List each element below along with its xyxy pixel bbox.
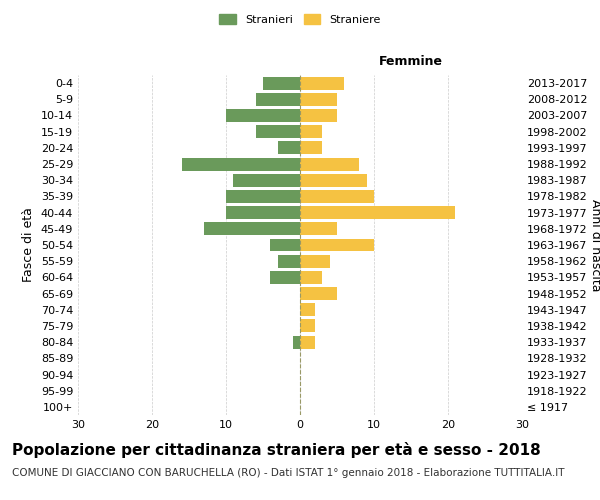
Text: Popolazione per cittadinanza straniera per età e sesso - 2018: Popolazione per cittadinanza straniera p… bbox=[12, 442, 541, 458]
Text: Femmine: Femmine bbox=[379, 55, 443, 68]
Bar bbox=[300, 158, 359, 170]
Bar bbox=[300, 93, 337, 106]
Bar bbox=[300, 190, 374, 203]
Bar bbox=[256, 125, 300, 138]
Bar bbox=[300, 271, 322, 284]
Legend: Stranieri, Straniere: Stranieri, Straniere bbox=[216, 10, 384, 28]
Bar bbox=[256, 93, 300, 106]
Bar bbox=[226, 206, 300, 219]
Y-axis label: Anni di nascita: Anni di nascita bbox=[589, 198, 600, 291]
Bar bbox=[300, 287, 337, 300]
Y-axis label: Fasce di età: Fasce di età bbox=[22, 208, 35, 282]
Bar bbox=[300, 206, 455, 219]
Text: COMUNE DI GIACCIANO CON BARUCHELLA (RO) - Dati ISTAT 1° gennaio 2018 - Elaborazi: COMUNE DI GIACCIANO CON BARUCHELLA (RO) … bbox=[12, 468, 565, 477]
Bar bbox=[300, 254, 329, 268]
Bar bbox=[278, 142, 300, 154]
Bar bbox=[300, 76, 344, 90]
Bar bbox=[263, 76, 300, 90]
Bar bbox=[300, 174, 367, 186]
Bar bbox=[300, 320, 315, 332]
Bar bbox=[226, 109, 300, 122]
Bar bbox=[300, 109, 337, 122]
Bar bbox=[204, 222, 300, 235]
Bar bbox=[300, 125, 322, 138]
Bar bbox=[300, 336, 315, 348]
Bar bbox=[300, 238, 374, 252]
Bar bbox=[300, 142, 322, 154]
Bar bbox=[300, 304, 315, 316]
Bar bbox=[278, 254, 300, 268]
Bar bbox=[271, 238, 300, 252]
Bar bbox=[271, 271, 300, 284]
Bar bbox=[182, 158, 300, 170]
Bar bbox=[293, 336, 300, 348]
Bar bbox=[233, 174, 300, 186]
Bar bbox=[226, 190, 300, 203]
Bar bbox=[300, 222, 337, 235]
